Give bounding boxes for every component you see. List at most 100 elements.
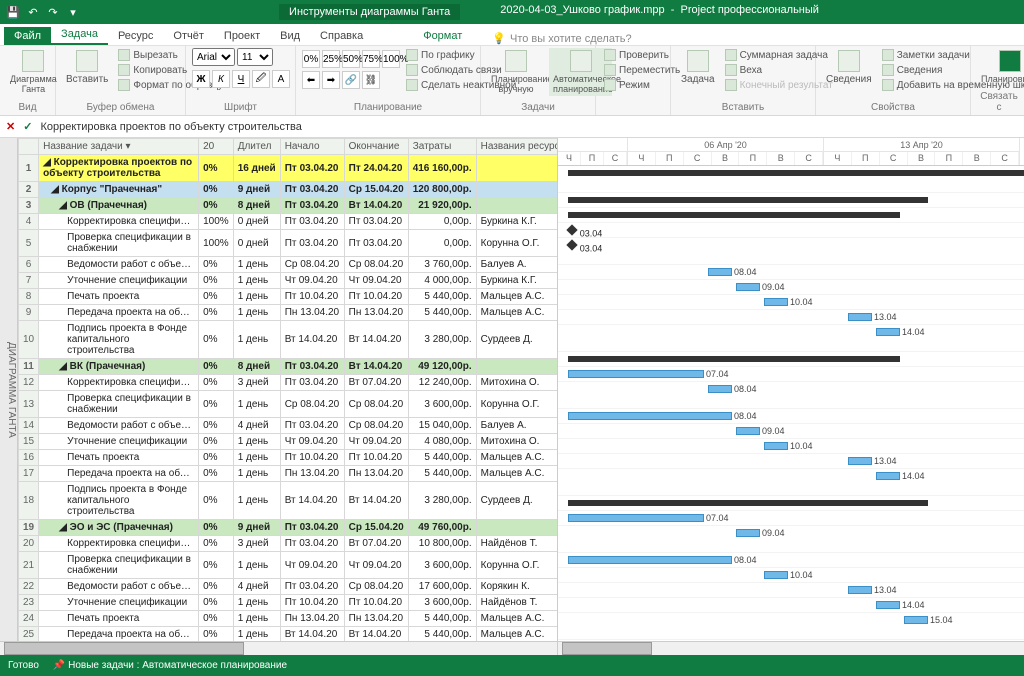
- gantt-bar[interactable]: 14.04: [876, 601, 900, 609]
- table-row[interactable]: 13 Проверка спецификации в снабжении 0%1…: [19, 391, 559, 418]
- tell-me[interactable]: 💡 Что вы хотите сделать?: [492, 32, 631, 45]
- table-row[interactable]: 3 ◢ ОВ (Прачечная) 0%8 днейПт 03.04.20Вт…: [19, 198, 559, 214]
- table-row[interactable]: 14 Ведомости работ с объекта 0%4 днейПт …: [19, 418, 559, 434]
- table-row[interactable]: 4 Корректировка спецификации 100%0 днейП…: [19, 214, 559, 230]
- gantt-bar[interactable]: 08.04: [568, 412, 732, 420]
- gantt-bar[interactable]: 10.04: [764, 298, 788, 306]
- bold-button[interactable]: Ж: [192, 70, 210, 88]
- tab-file[interactable]: Файл: [4, 27, 51, 45]
- gantt-bar[interactable]: 07.04: [568, 370, 704, 378]
- paste-button[interactable]: Вставить: [62, 48, 112, 87]
- link-button[interactable]: 🔗: [342, 71, 360, 89]
- table-row[interactable]: 16 Печать проекта 0%1 деньПт 10.04.20Пт …: [19, 450, 559, 466]
- tab-project[interactable]: Проект: [214, 27, 270, 45]
- table-row[interactable]: 2 ◢ Корпус "Прачечная" 0%9 днейПт 03.04.…: [19, 182, 559, 198]
- col-finish[interactable]: Окончание: [344, 139, 408, 155]
- gantt-bar[interactable]: 08.04: [708, 385, 732, 393]
- table-row[interactable]: 23 Уточнение спецификации 0%1 деньПт 10.…: [19, 595, 559, 611]
- table-row[interactable]: 21 Проверка спецификации в снабжении 0%1…: [19, 552, 559, 579]
- table-row[interactable]: 24 Печать проекта 0%1 деньПн 13.04.20Пн …: [19, 611, 559, 627]
- gantt-chart-button[interactable]: Диаграмма Ганта: [6, 48, 61, 96]
- table-row[interactable]: 9 Передача проекта на объект 0%1 деньПн …: [19, 305, 559, 321]
- gantt-bar[interactable]: 14.04: [876, 328, 900, 336]
- table-row[interactable]: 6 Ведомости работ с объекта 0%1 деньСр 0…: [19, 257, 559, 273]
- gantt-bar[interactable]: 08.04: [708, 268, 732, 276]
- col-duration[interactable]: Длител: [233, 139, 280, 155]
- gantt-bar[interactable]: [568, 170, 1024, 176]
- table-row[interactable]: 22 Ведомости работ с объекта 0%4 днейПт …: [19, 579, 559, 595]
- pct75-button[interactable]: 75%: [362, 50, 380, 68]
- gantt-bar[interactable]: 15.04: [904, 616, 928, 624]
- gantt-bar[interactable]: 08.04: [568, 556, 732, 564]
- tab-task[interactable]: Задача: [51, 25, 108, 45]
- table-row[interactable]: 8 Печать проекта 0%1 деньПт 10.04.20Пт 1…: [19, 289, 559, 305]
- fill-color-button[interactable]: A: [272, 70, 290, 88]
- col-start[interactable]: Начало: [280, 139, 344, 155]
- table-row[interactable]: 25 Передача проекта на объект 0%1 деньВт…: [19, 627, 559, 642]
- info-button[interactable]: Сведения: [822, 48, 876, 87]
- table-row[interactable]: 15 Уточнение спецификации 0%1 деньЧт 09.…: [19, 434, 559, 450]
- unlink-button[interactable]: ⛓: [362, 71, 380, 89]
- table-row[interactable]: 11 ◢ ВК (Прачечная) 0%8 днейПт 03.04.20В…: [19, 359, 559, 375]
- gantt-bar[interactable]: 14.04: [876, 472, 900, 480]
- planner-button[interactable]: Планировщик: [977, 48, 1024, 86]
- formula-text[interactable]: Корректировка проектов по объекту строит…: [40, 121, 1018, 133]
- tab-resource[interactable]: Ресурс: [108, 27, 163, 45]
- table-row[interactable]: 12 Корректировка спецификации 0%3 днейПт…: [19, 375, 559, 391]
- col-rownum[interactable]: [19, 139, 39, 155]
- gantt-bar[interactable]: 13.04: [848, 586, 872, 594]
- gantt-bar[interactable]: [568, 356, 900, 362]
- table-row[interactable]: 10 Подпись проекта в Фонде капитального …: [19, 321, 559, 359]
- scroll-thumb-grid[interactable]: [4, 642, 244, 655]
- col-cost[interactable]: Затраты: [408, 139, 476, 155]
- table-row[interactable]: 18 Подпись проекта в Фонде капитального …: [19, 482, 559, 520]
- redo-icon[interactable]: ↷: [46, 5, 60, 19]
- gantt-bar[interactable]: 13.04: [848, 313, 872, 321]
- scroll-thumb-gantt[interactable]: [562, 642, 652, 655]
- gantt-chart[interactable]: ЧПС06 Апр '20ЧПСВПВС13 Апр '20ЧПСВПВС 03…: [558, 138, 1024, 641]
- table-row[interactable]: 17 Передача проекта на объект 0%1 деньПн…: [19, 466, 559, 482]
- milestone-marker[interactable]: 03.04: [566, 239, 577, 250]
- gantt-bar[interactable]: 10.04: [764, 571, 788, 579]
- gantt-bar[interactable]: 09.04: [736, 283, 760, 291]
- pct50-button[interactable]: 50%: [342, 50, 360, 68]
- table-row[interactable]: 5 Проверка спецификации в снабжении 100%…: [19, 230, 559, 257]
- col-pct[interactable]: 20: [199, 139, 234, 155]
- formula-ok-icon[interactable]: ✓: [23, 120, 32, 133]
- table-row[interactable]: 1 ◢ Корректировка проектов по объекту ст…: [19, 155, 559, 182]
- pct100-button[interactable]: 100%: [382, 50, 400, 68]
- formula-cancel-icon[interactable]: ✕: [6, 120, 15, 133]
- gantt-bar[interactable]: 07.04: [568, 514, 704, 522]
- outdent-button[interactable]: ⬅: [302, 71, 320, 89]
- save-icon[interactable]: 💾: [6, 5, 20, 19]
- undo-icon[interactable]: ↶: [26, 5, 40, 19]
- tab-format[interactable]: Формат: [413, 27, 472, 45]
- task-insert-button[interactable]: Задача: [677, 48, 719, 87]
- gantt-bar[interactable]: [568, 500, 928, 506]
- gantt-bar[interactable]: 10.04: [764, 442, 788, 450]
- task-grid[interactable]: Название задачи ▾ 20 Длител Начало Оконч…: [18, 138, 558, 641]
- gantt-bar[interactable]: 09.04: [736, 427, 760, 435]
- italic-button[interactable]: К: [212, 70, 230, 88]
- qat-more-icon[interactable]: ▾: [66, 5, 80, 19]
- gantt-bar[interactable]: 13.04: [848, 457, 872, 465]
- table-row[interactable]: 20 Корректировка спецификации 0%3 днейПт…: [19, 536, 559, 552]
- font-name-select[interactable]: Arial: [192, 48, 235, 66]
- font-color-button[interactable]: 🖉: [252, 70, 270, 88]
- font-size-select[interactable]: 11: [237, 48, 273, 66]
- col-resources[interactable]: Названия ресурсов: [476, 139, 558, 155]
- tab-view[interactable]: Вид: [270, 27, 310, 45]
- gantt-bar[interactable]: [568, 197, 928, 203]
- manual-schedule-button[interactable]: Планирование вручную: [487, 48, 545, 96]
- table-row[interactable]: 7 Уточнение спецификации 0%1 деньЧт 09.0…: [19, 273, 559, 289]
- table-row[interactable]: 19 ◢ ЭО и ЭС (Прачечная) 0%9 днейПт 03.0…: [19, 520, 559, 536]
- tab-report[interactable]: Отчёт: [163, 27, 213, 45]
- indent-button[interactable]: ➡: [322, 71, 340, 89]
- milestone-marker[interactable]: 03.04: [566, 224, 577, 235]
- gantt-bar[interactable]: [568, 212, 900, 218]
- horizontal-scrollbar[interactable]: [0, 641, 1024, 655]
- pct0-button[interactable]: 0%: [302, 50, 320, 68]
- pct25-button[interactable]: 25%: [322, 50, 340, 68]
- col-name[interactable]: Название задачи ▾: [39, 139, 199, 155]
- tab-help[interactable]: Справка: [310, 27, 373, 45]
